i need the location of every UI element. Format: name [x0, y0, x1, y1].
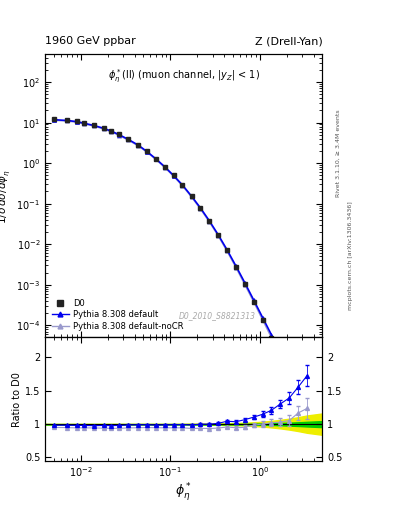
- Text: 1960 GeV ppbar: 1960 GeV ppbar: [45, 36, 136, 46]
- Text: Z (Drell-Yan): Z (Drell-Yan): [255, 36, 322, 46]
- X-axis label: $\phi^*_\eta$: $\phi^*_\eta$: [175, 481, 192, 503]
- Text: $\phi^*_\eta$(ll) (muon channel, $|y_Z|$ < 1): $\phi^*_\eta$(ll) (muon channel, $|y_Z|$…: [108, 68, 260, 86]
- Y-axis label: Ratio to D0: Ratio to D0: [12, 372, 22, 426]
- Text: mcplots.cern.ch [arXiv:1306.3436]: mcplots.cern.ch [arXiv:1306.3436]: [348, 202, 353, 310]
- Text: D0_2010_S8821313: D0_2010_S8821313: [178, 311, 255, 321]
- Y-axis label: $1/\sigma\,d\sigma/d\phi^*_\eta$: $1/\sigma\,d\sigma/d\phi^*_\eta$: [0, 167, 13, 224]
- Legend: D0, Pythia 8.308 default, Pythia 8.308 default-noCR: D0, Pythia 8.308 default, Pythia 8.308 d…: [50, 296, 186, 333]
- Text: Rivet 3.1.10, ≥ 3.4M events: Rivet 3.1.10, ≥ 3.4M events: [336, 110, 341, 198]
